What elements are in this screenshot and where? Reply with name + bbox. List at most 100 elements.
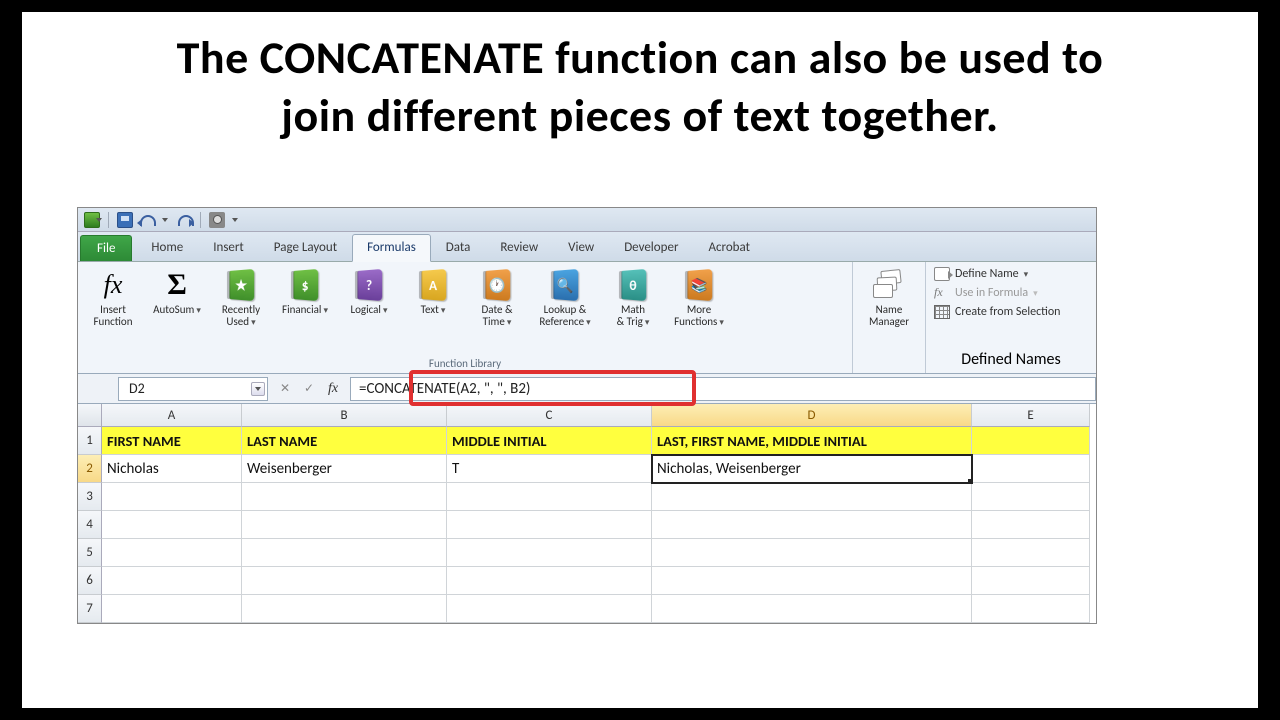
recently-used-button[interactable]: ★ Recently Used xyxy=(212,266,270,330)
tab-formulas[interactable]: Formulas xyxy=(352,234,431,262)
cell[interactable] xyxy=(242,567,447,595)
enter-icon[interactable]: ✓ xyxy=(300,380,318,398)
column-header[interactable]: A xyxy=(102,404,242,427)
cell[interactable] xyxy=(242,483,447,511)
cell[interactable] xyxy=(972,539,1090,567)
tab-page-layout[interactable]: Page Layout xyxy=(259,234,352,261)
row-header[interactable]: 4 xyxy=(78,511,102,539)
book-icon: A xyxy=(421,269,446,301)
cell[interactable] xyxy=(447,511,652,539)
lookup-reference-button[interactable]: 🔍 Lookup & Reference xyxy=(532,266,598,330)
undo-icon[interactable] xyxy=(139,212,155,228)
book-icon: ★ xyxy=(229,269,254,301)
insert-function-button[interactable]: fx Insert Function xyxy=(84,266,142,330)
name-box-value: D2 xyxy=(129,380,145,397)
column-header[interactable]: D xyxy=(652,404,972,427)
cell[interactable] xyxy=(972,427,1090,455)
cell[interactable]: LAST, FIRST NAME, MIDDLE INITIAL xyxy=(652,427,972,455)
more-functions-button[interactable]: 📚 More Functions xyxy=(668,266,730,330)
redo-icon[interactable] xyxy=(176,212,192,228)
autosum-button[interactable]: Σ AutoSum xyxy=(148,266,206,330)
cell[interactable] xyxy=(652,483,972,511)
book-icon: θ xyxy=(621,269,646,301)
row-header[interactable]: 1 xyxy=(78,427,102,455)
cell[interactable] xyxy=(242,539,447,567)
cell[interactable] xyxy=(972,455,1090,483)
column-header[interactable]: C xyxy=(447,404,652,427)
cell[interactable] xyxy=(102,511,242,539)
define-name-button[interactable]: Define Name ▾ xyxy=(932,266,1090,282)
text-button[interactable]: A Text xyxy=(404,266,462,330)
use-in-formula-button[interactable]: fx Use in Formula ▾ xyxy=(932,285,1090,301)
select-all-corner[interactable] xyxy=(78,404,102,427)
column-header[interactable]: E xyxy=(972,404,1090,427)
qat-customize-dropdown[interactable] xyxy=(231,213,240,227)
logical-label: Logical xyxy=(350,304,387,316)
cell[interactable] xyxy=(652,595,972,623)
fx-icon[interactable]: fx xyxy=(324,380,342,398)
cell[interactable]: FIRST NAME xyxy=(102,427,242,455)
cell[interactable]: LAST NAME xyxy=(242,427,447,455)
name-box[interactable]: D2 xyxy=(118,377,268,401)
cell[interactable] xyxy=(447,483,652,511)
cell[interactable]: Nicholas, Weisenberger xyxy=(652,455,972,483)
logical-button[interactable]: ? Logical xyxy=(340,266,398,330)
tab-file[interactable]: File xyxy=(80,235,132,261)
excel-icon[interactable] xyxy=(84,212,100,228)
cell[interactable] xyxy=(972,567,1090,595)
math-trig-button[interactable]: θ Math & Trig xyxy=(604,266,662,330)
tab-view[interactable]: View xyxy=(553,234,609,261)
column-header[interactable]: B xyxy=(242,404,447,427)
cell[interactable] xyxy=(242,595,447,623)
row-header[interactable]: 7 xyxy=(78,595,102,623)
cell[interactable] xyxy=(652,539,972,567)
undo-dropdown[interactable] xyxy=(161,213,170,227)
date-time-label: Date & Time xyxy=(482,304,513,328)
cell[interactable] xyxy=(972,483,1090,511)
create-from-selection-button[interactable]: Create from Selection xyxy=(932,304,1090,320)
financial-label: Financial xyxy=(282,304,328,316)
cell[interactable] xyxy=(102,483,242,511)
defined-names-group-label: Defined Names xyxy=(932,350,1090,369)
cell[interactable]: Nicholas xyxy=(102,455,242,483)
cell[interactable] xyxy=(652,511,972,539)
book-icon: 🔍 xyxy=(553,269,578,301)
save-icon[interactable] xyxy=(117,212,133,228)
more-functions-label: More Functions xyxy=(674,304,724,328)
tags-icon xyxy=(873,270,905,300)
cancel-icon[interactable]: ✕ xyxy=(276,380,294,398)
cell[interactable] xyxy=(972,595,1090,623)
row-header[interactable]: 6 xyxy=(78,567,102,595)
cell[interactable] xyxy=(972,511,1090,539)
cell[interactable]: Weisenberger xyxy=(242,455,447,483)
title-line1: The CONCATENATE function can also be use… xyxy=(177,30,1104,86)
tab-insert[interactable]: Insert xyxy=(198,234,259,261)
cell[interactable] xyxy=(652,567,972,595)
use-in-formula-label: Use in Formula xyxy=(955,286,1028,300)
tab-acrobat[interactable]: Acrobat xyxy=(693,234,765,261)
tab-review[interactable]: Review xyxy=(485,234,553,261)
screenshot-icon[interactable] xyxy=(209,212,225,228)
cell[interactable] xyxy=(242,511,447,539)
cell[interactable] xyxy=(102,595,242,623)
cell[interactable] xyxy=(447,539,652,567)
cell[interactable]: MIDDLE INITIAL xyxy=(447,427,652,455)
date-time-button[interactable]: 🕐 Date & Time xyxy=(468,266,526,330)
cell[interactable] xyxy=(447,567,652,595)
name-box-dropdown[interactable] xyxy=(251,382,265,396)
tab-home[interactable]: Home xyxy=(136,234,198,261)
financial-button[interactable]: $ Financial xyxy=(276,266,334,330)
tab-developer[interactable]: Developer xyxy=(609,234,693,261)
row-header[interactable]: 2 xyxy=(78,455,102,483)
formula-input[interactable]: =CONCATENATE(A2, ", ", B2) xyxy=(350,377,1096,401)
tab-data[interactable]: Data xyxy=(431,234,486,261)
quick-access-toolbar xyxy=(78,208,1096,232)
name-manager-button[interactable]: Name Manager xyxy=(859,266,919,330)
row-header[interactable]: 3 xyxy=(78,483,102,511)
cell[interactable] xyxy=(102,567,242,595)
math-label: Math & Trig xyxy=(617,304,650,328)
cell[interactable] xyxy=(102,539,242,567)
cell[interactable] xyxy=(447,595,652,623)
cell[interactable]: T xyxy=(447,455,652,483)
row-header[interactable]: 5 xyxy=(78,539,102,567)
